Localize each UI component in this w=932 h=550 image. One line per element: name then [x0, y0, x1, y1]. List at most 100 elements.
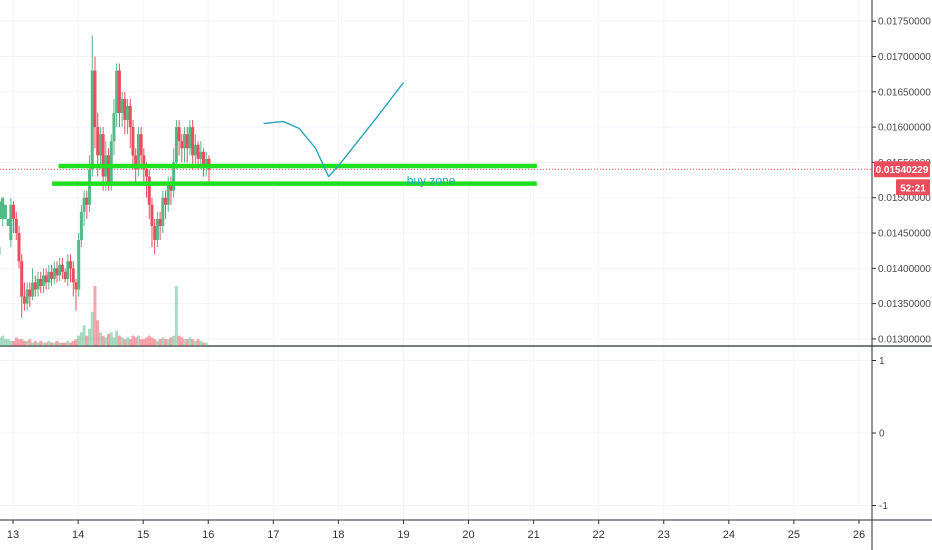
candle-body: [14, 218, 18, 234]
candle-body: [63, 271, 67, 279]
volume-bar: [74, 339, 78, 346]
candle-body: [1, 197, 5, 219]
candle-body: [191, 127, 195, 156]
time-tick-label: 23: [658, 529, 670, 541]
volume-bar: [36, 342, 40, 346]
price-tick-label: 0.01350000: [878, 299, 931, 310]
volume-bar: [147, 335, 151, 346]
candle-body: [117, 70, 121, 113]
candle-body: [22, 296, 26, 304]
candle-body: [90, 70, 94, 170]
projection-drawing: [0, 82, 872, 178]
price-tick-label: 0.01450000: [878, 229, 931, 240]
price-badges: 0.01540229 52:21: [874, 161, 930, 196]
candles: [0, 35, 211, 318]
volume-bar: [96, 320, 100, 346]
time-tick-label: 25: [788, 529, 800, 541]
candle-body: [150, 204, 154, 226]
candle-body: [58, 264, 62, 276]
candle-body: [85, 197, 89, 205]
candle-body: [77, 240, 81, 290]
candle-body: [71, 268, 75, 283]
candle-body: [33, 282, 37, 290]
candle-body: [36, 278, 40, 290]
volume-bar: [107, 334, 111, 346]
candle-body: [183, 134, 187, 149]
candle-body: [47, 271, 51, 283]
candle-body: [50, 271, 54, 279]
time-tick-label: 14: [72, 529, 84, 541]
candle-body: [88, 169, 92, 205]
countdown-badge: [896, 179, 930, 196]
candle-body: [60, 264, 64, 272]
candle-body: [20, 261, 24, 297]
volume-bar: [14, 337, 18, 346]
time-tick-label: 16: [202, 529, 214, 541]
volume-bar: [174, 286, 178, 346]
volume-bar: [177, 335, 181, 346]
volume-bar: [31, 342, 35, 346]
candle-body: [136, 134, 140, 170]
indicator-tick-label: -1: [879, 501, 888, 512]
volume-bar: [12, 340, 16, 346]
volume-bar: [169, 337, 173, 346]
candle-body: [93, 70, 97, 128]
volume-bar: [202, 342, 206, 346]
volume-bar: [134, 337, 138, 346]
volume-bar: [6, 339, 10, 346]
candle-body: [188, 127, 192, 149]
volume-bar: [126, 337, 130, 346]
candle-body: [82, 197, 86, 212]
volume-bar: [90, 311, 94, 346]
volume-bar: [193, 340, 197, 346]
candle-body: [41, 275, 45, 286]
candle-body: [169, 183, 173, 191]
candle-body: [166, 183, 170, 205]
time-tick-label: 21: [527, 529, 539, 541]
candle-body: [44, 275, 48, 283]
candle-body: [25, 289, 29, 304]
volume-bar: [161, 337, 165, 346]
indicator-tick-label: 0: [879, 429, 885, 440]
candle-body: [96, 127, 100, 156]
volume-bar: [191, 339, 195, 346]
price-tick-label: 0.01400000: [878, 264, 931, 275]
candle-body: [155, 218, 159, 241]
time-tick-label: 20: [462, 529, 474, 541]
time-tick-label: 22: [593, 529, 605, 541]
volume-bar: [17, 339, 21, 346]
volume-bar: [98, 332, 102, 346]
last-price-label: 0.01540229: [876, 165, 929, 176]
time-tick-label: 15: [137, 529, 149, 541]
price-tick-label: 0.01750000: [878, 17, 931, 28]
indicator-scale[interactable]: 1 0 -1: [872, 356, 888, 512]
candle-body: [0, 201, 2, 219]
volume-bar: [79, 332, 83, 346]
volume-bar: [199, 340, 203, 346]
volume-bar: [77, 335, 81, 346]
time-tick-label: 26: [853, 529, 865, 541]
candle-body: [180, 141, 184, 149]
volume-bar: [123, 339, 127, 346]
volume-bar: [0, 337, 2, 346]
zone-label: buy zone: [407, 174, 456, 188]
volume-bar: [166, 339, 170, 346]
time-tick-label: 19: [397, 529, 409, 541]
candle-body: [134, 155, 138, 170]
candle-body: [158, 218, 162, 226]
time-scale[interactable]: 13 14 15 16 17 18 19 20 21 22 23 24 25 26: [7, 520, 865, 541]
volume-bar: [85, 335, 89, 346]
volume-bar: [117, 335, 121, 346]
volume-bar: [180, 337, 184, 346]
candle-body: [12, 204, 16, 219]
volume-bar: [41, 342, 45, 346]
candle-body: [55, 268, 59, 276]
volume-bar: [69, 342, 73, 346]
candle-body: [39, 278, 43, 286]
volume-bar: [47, 340, 51, 346]
candle-body: [161, 197, 165, 226]
candle-body: [74, 282, 78, 290]
volume-bar: [204, 342, 208, 346]
volume-bar: [131, 335, 135, 346]
